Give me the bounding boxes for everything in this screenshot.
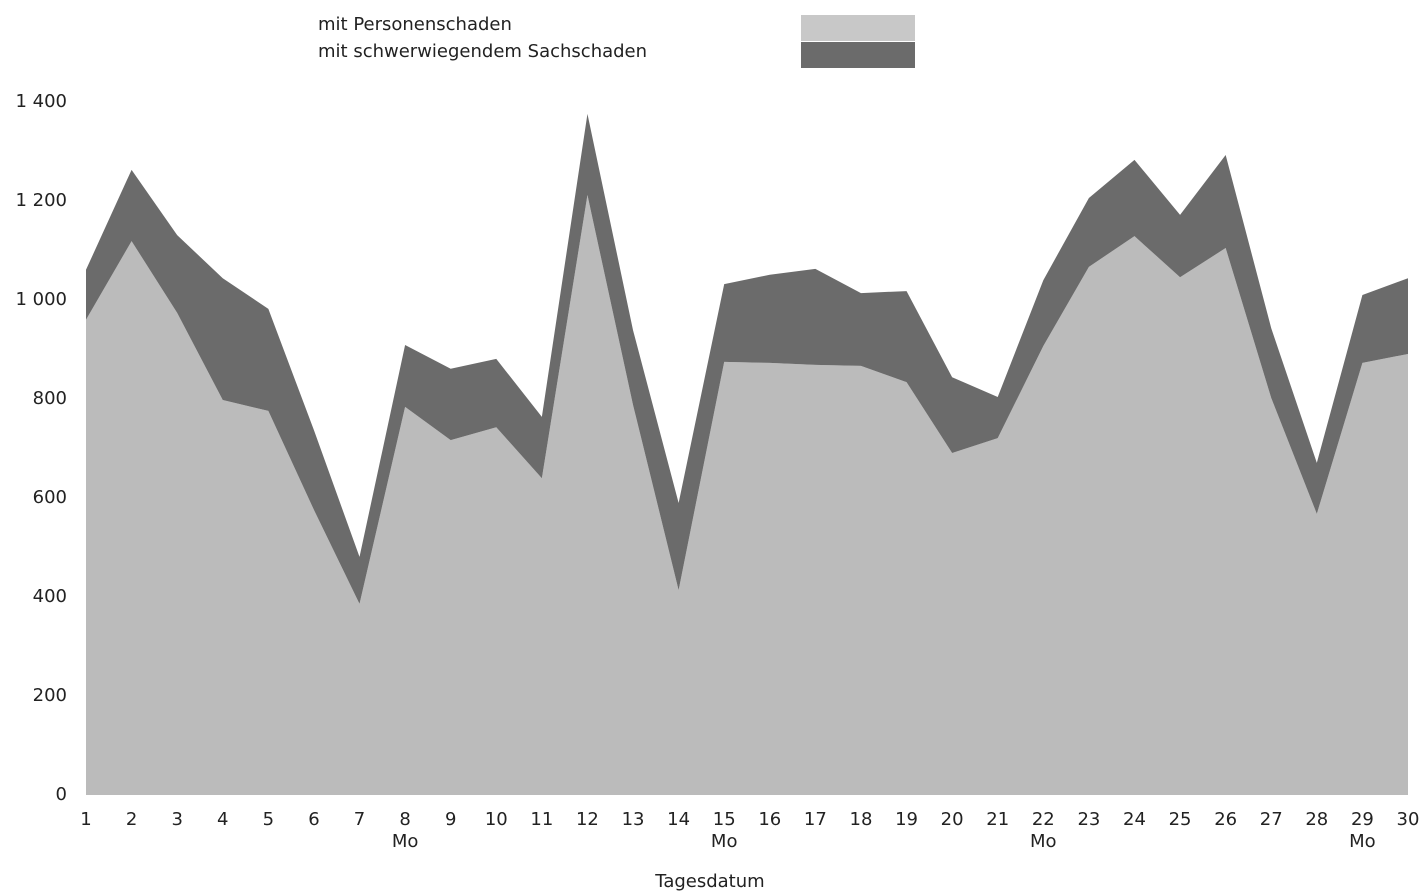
- area: [86, 195, 1408, 795]
- y-tick-label: 400: [33, 586, 67, 607]
- y-tick-label: 0: [56, 784, 67, 805]
- x-axis-title: Tagesdatum: [654, 871, 764, 892]
- x-tick-label: 7: [354, 809, 365, 830]
- area: [86, 113, 1408, 604]
- x-tick-label: 14: [667, 809, 690, 830]
- x-tick-label: 6: [308, 809, 319, 830]
- x-tick-label: 3: [171, 809, 182, 830]
- y-tick-label: 1 000: [15, 289, 67, 310]
- x-tick-label: 20: [941, 809, 964, 830]
- x-tick-label: 11: [530, 809, 553, 830]
- x-tick-label: 13: [622, 809, 645, 830]
- x-tick-label: 25: [1169, 809, 1192, 830]
- x-tick-label: 4: [217, 809, 228, 830]
- x-tick-label: 30: [1397, 809, 1420, 830]
- x-tick-label: 19: [895, 809, 918, 830]
- y-tick-label: 600: [33, 487, 67, 508]
- x-tick-label: 1: [80, 809, 91, 830]
- legend-label: mit schwerwiegendem Sachschaden: [318, 41, 647, 62]
- x-tick-label: 2: [126, 809, 137, 830]
- x-tick-label: 17: [804, 809, 827, 830]
- x-tick-label: 10: [485, 809, 508, 830]
- y-tick-label: 1 400: [15, 91, 67, 112]
- y-tick-label: 1 200: [15, 190, 67, 211]
- legend-swatch: [801, 42, 915, 68]
- x-tick-label: 21: [986, 809, 1009, 830]
- x-tick-label: 9: [445, 809, 456, 830]
- x-tick-label: 16: [758, 809, 781, 830]
- legend-swatch: [801, 15, 915, 41]
- y-tick-label: 800: [33, 388, 67, 409]
- x-tick-label: 28: [1305, 809, 1328, 830]
- x-tick-label: 29: [1351, 809, 1374, 830]
- x-sublabel: Mo: [392, 831, 419, 852]
- x-tick-label: 22: [1032, 809, 1055, 830]
- y-tick-label: 200: [33, 685, 67, 706]
- x-tick-label: 27: [1260, 809, 1283, 830]
- x-tick-label: 18: [850, 809, 873, 830]
- x-tick-label: 15: [713, 809, 736, 830]
- x-tick-label: 12: [576, 809, 599, 830]
- x-tick-label: 8: [399, 809, 410, 830]
- x-tick-label: 5: [263, 809, 274, 830]
- x-sublabel: Mo: [1030, 831, 1057, 852]
- x-sublabel: Mo: [711, 831, 738, 852]
- x-tick-label: 23: [1077, 809, 1100, 830]
- legend-label: mit Personenschaden: [318, 14, 512, 35]
- x-sublabel: Mo: [1349, 831, 1376, 852]
- x-tick-label: 26: [1214, 809, 1237, 830]
- x-tick-label: 24: [1123, 809, 1146, 830]
